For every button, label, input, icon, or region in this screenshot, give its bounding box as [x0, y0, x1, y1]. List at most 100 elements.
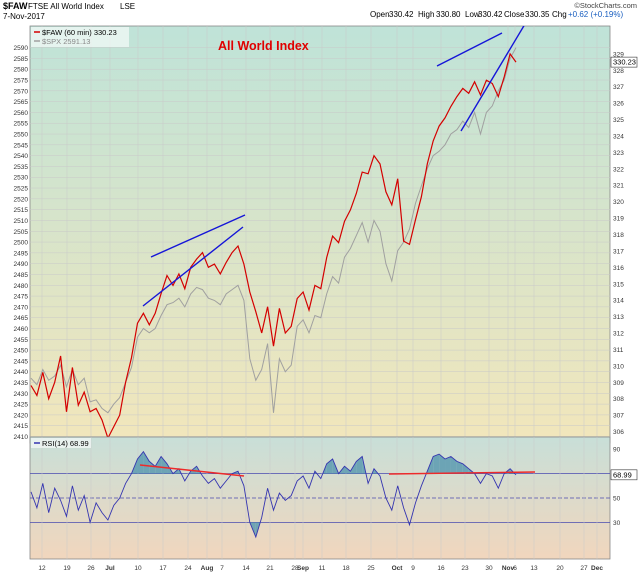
left-axis-tick-label: 2555	[14, 121, 29, 128]
right-axis-tick-label: 315	[613, 281, 624, 288]
chart-annotation: All World Index	[218, 39, 309, 53]
series-line-faw	[30, 52, 517, 440]
left-axis-tick-label: 2585	[14, 56, 29, 63]
rsi-overbought-fill	[433, 454, 440, 474]
right-axis-tick-label: 320	[613, 199, 624, 206]
rsi-x-axis-tick-label: Dec	[591, 565, 603, 572]
legend-box	[31, 27, 129, 47]
price-last-tag	[610, 56, 638, 68]
legend-faw: $FAW (60 min) 330.23	[42, 28, 117, 37]
right-axis-tick-label: 309	[613, 380, 624, 387]
left-axis-tick-label: 2450	[14, 348, 29, 355]
rsi-x-axis-tick-label: 16	[437, 565, 445, 572]
rsi-x-axis-tick-label: 12	[38, 565, 46, 572]
left-axis-tick-label: 2565	[14, 99, 29, 106]
left-axis-tick-label: 2505	[14, 229, 29, 236]
rsi-axis-tick-label: 30	[613, 520, 621, 527]
price-trendline	[150, 214, 246, 258]
rsi-x-axis-tick-label: 30	[485, 565, 493, 572]
left-axis-tick-label: 2540	[14, 153, 29, 160]
rsi-overbought-fill	[344, 466, 351, 474]
left-axis-tick-label: 2460	[14, 326, 29, 333]
rsi-x-axis-tick-label: Nov	[502, 565, 515, 572]
rsi-overbought-fill	[456, 461, 463, 474]
price-trendline	[460, 26, 525, 132]
index-name: FTSE All World Index	[28, 2, 104, 11]
rsi-overbought-fill	[155, 456, 162, 474]
right-axis-tick-label: 319	[613, 216, 624, 223]
rsi-overbought-fill	[439, 454, 446, 474]
rsi-legend: RSI(14) 68.99	[42, 439, 89, 448]
chg-label: Chg	[552, 10, 567, 19]
left-axis-tick-label: 2530	[14, 175, 29, 182]
rsi-x-axis-tick-label: 19	[63, 565, 71, 572]
left-axis-tick-label: 2425	[14, 402, 29, 409]
rsi-overbought-fill	[450, 456, 457, 474]
price-last-value: 330.23	[613, 58, 636, 67]
rsi-axis-tick-label: 50	[613, 496, 621, 503]
rsi-x-axis-tick-label: Sep	[297, 565, 309, 572]
right-axis-tick-label: 318	[613, 232, 624, 239]
close-value: 330.35	[525, 10, 550, 19]
close-label: Close	[504, 10, 525, 19]
left-axis-tick-label: 2420	[14, 412, 29, 419]
right-axis-tick-label: 322	[613, 166, 624, 173]
open-label: Open	[370, 10, 390, 19]
right-axis-tick-label: 308	[613, 396, 624, 403]
rsi-x-axis-tick-label: 26	[87, 565, 95, 572]
series-line-spx	[30, 47, 517, 414]
rsi-x-axis-tick-label: 21	[266, 565, 274, 572]
left-axis-tick-label: 2495	[14, 250, 29, 257]
rsi-x-axis-tick-label: 7	[220, 565, 224, 572]
left-axis-tick-label: 2490	[14, 261, 29, 268]
right-axis-tick-label: 327	[613, 84, 624, 91]
left-axis-tick-label: 2485	[14, 272, 29, 279]
rsi-x-axis-tick-label: 23	[461, 565, 469, 572]
rsi-x-axis-tick-label: Oct	[392, 565, 404, 572]
left-axis-tick-label: 2515	[14, 207, 29, 214]
high-value: 330.80	[436, 10, 461, 19]
rsi-x-axis-tick-label: 27	[580, 565, 588, 572]
right-axis-tick-label: 307	[613, 413, 624, 420]
right-axis-tick-label: 329	[613, 51, 624, 58]
rsi-x-axis-tick-label: 28	[291, 565, 299, 572]
legend-spx: $SPX 2591.13	[42, 37, 90, 46]
rsi-overbought-fill	[356, 456, 363, 474]
right-axis-tick-label: 312	[613, 331, 624, 338]
date-label: 7-Nov-2017	[3, 12, 45, 21]
right-axis-tick-label: 314	[613, 298, 624, 305]
rsi-x-axis-tick-label: 9	[411, 565, 415, 572]
low-label: Low	[465, 10, 480, 19]
rsi-x-axis-tick-label: 18	[342, 565, 350, 572]
rsi-last-value: 68.99	[613, 470, 632, 479]
rsi-x-axis-tick-label: 10	[134, 565, 142, 572]
left-axis-tick-label: 2545	[14, 142, 29, 149]
rsi-trendline	[139, 464, 245, 477]
chg-value: +0.62 (+0.19%)	[568, 10, 623, 19]
right-axis-tick-label: 325	[613, 117, 624, 124]
left-axis-tick-label: 2590	[14, 45, 29, 52]
left-axis-tick-label: 2575	[14, 78, 29, 85]
brand-label: ©StockCharts.com	[574, 1, 637, 10]
rsi-x-axis-tick-label: 14	[242, 565, 250, 572]
rsi-x-axis-tick-label: 11	[319, 565, 326, 572]
left-axis-tick-label: 2520	[14, 196, 29, 203]
symbol-label: $FAW	[3, 1, 28, 11]
rsi-x-axis-tick-label: 25	[367, 565, 375, 572]
right-axis-tick-label: 313	[613, 314, 624, 321]
left-axis-tick-label: 2525	[14, 186, 29, 193]
high-label: High	[418, 10, 434, 19]
low-value: 330.42	[478, 10, 503, 19]
right-axis-tick-label: 317	[613, 248, 624, 255]
price-trendline	[436, 32, 503, 67]
left-axis-tick-label: 2470	[14, 304, 29, 311]
rsi-x-axis-tick-label: 20	[556, 565, 564, 572]
open-value: 330.42	[389, 10, 414, 19]
left-axis-tick-label: 2580	[14, 67, 29, 74]
rsi-overbought-fill	[149, 461, 156, 474]
right-axis-tick-label: 323	[613, 150, 624, 157]
left-axis-tick-label: 2440	[14, 369, 29, 376]
left-axis-tick-label: 2570	[14, 88, 29, 95]
left-axis-tick-label: 2435	[14, 380, 29, 387]
